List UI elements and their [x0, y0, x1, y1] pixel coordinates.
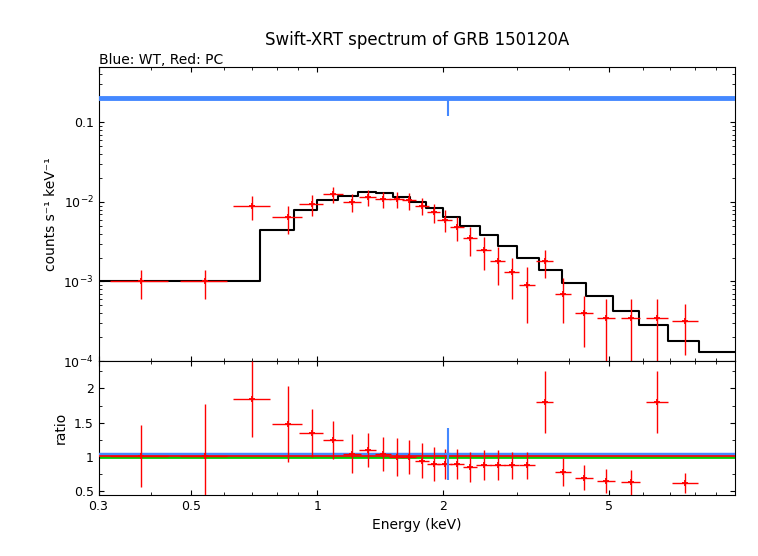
Text: Blue: WT, Red: PC: Blue: WT, Red: PC: [99, 53, 223, 67]
X-axis label: Energy (keV): Energy (keV): [372, 518, 462, 532]
Y-axis label: ratio: ratio: [54, 412, 68, 444]
Text: Swift-XRT spectrum of GRB 150120A: Swift-XRT spectrum of GRB 150120A: [265, 31, 569, 48]
Y-axis label: counts s⁻¹ keV⁻¹: counts s⁻¹ keV⁻¹: [44, 157, 58, 271]
